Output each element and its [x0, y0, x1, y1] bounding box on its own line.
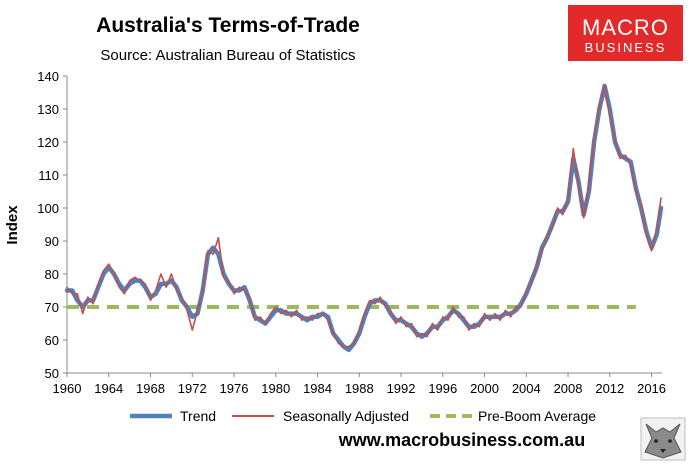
x-tick-label: 1976: [220, 381, 249, 396]
legend-item-seasonally-adjusted: Seasonally Adjusted: [232, 408, 409, 424]
x-tick-label: 2004: [512, 381, 541, 396]
x-tick-label: 1964: [94, 381, 123, 396]
wolf-head-icon: [640, 417, 686, 461]
y-tick-label: 90: [45, 234, 59, 249]
legend-label: Seasonally Adjusted: [283, 408, 409, 424]
legend-item-trend: Trend: [130, 408, 216, 424]
legend-label: Pre-Boom Average: [478, 408, 596, 424]
series-group: [64, 83, 664, 353]
y-tick-label: 70: [45, 300, 59, 315]
y-tick-label: 50: [45, 366, 59, 381]
x-tick-label: 1960: [53, 381, 82, 396]
y-tick-label: 130: [37, 102, 59, 117]
x-axis-ticks: 1960 1964 1968 1972 1976 1980 1984 1988 1992 1996…: [53, 373, 666, 396]
y-axis-ticks: 50 60 70 80 90 100 110 120 130 140: [37, 69, 67, 381]
y-tick-label: 80: [45, 267, 59, 282]
macrobusiness-logo[interactable]: MACRO BUSINESS: [568, 5, 683, 61]
legend: Trend Seasonally Adjusted Pre-Boom Average: [130, 408, 596, 424]
x-tick-label: 1980: [261, 381, 290, 396]
x-tick-label: 1992: [387, 381, 416, 396]
x-tick-label: 2016: [637, 381, 666, 396]
series-line-seasonally-adjusted: [66, 85, 662, 348]
logo-line2: BUSINESS: [585, 40, 667, 55]
y-tick-label: 140: [37, 69, 59, 84]
y-tick-label: 120: [37, 135, 59, 150]
chart-title: Australia's Terms-of-Trade: [96, 14, 360, 37]
x-tick-label: 2000: [470, 381, 499, 396]
x-tick-label: 2012: [595, 381, 624, 396]
x-tick-label: 2008: [554, 381, 583, 396]
x-tick-label: 1968: [136, 381, 165, 396]
x-tick-label: 1972: [178, 381, 207, 396]
y-tick-label: 60: [45, 333, 59, 348]
legend-item-pre-boom-average: Pre-Boom Average: [430, 408, 596, 424]
y-tick-label: 110: [38, 168, 59, 183]
logo-line1: MACRO: [582, 15, 669, 40]
legend-label: Trend: [180, 408, 216, 424]
logo-background: [568, 5, 683, 61]
x-tick-label: 1984: [303, 381, 332, 396]
y-tick-label: 100: [37, 201, 59, 216]
x-tick-label: 1988: [345, 381, 374, 396]
chart-subtitle: Source: Australian Bureau of Statistics: [100, 47, 355, 64]
series-line-trend: [64, 83, 664, 353]
y-axis-label: Index: [4, 205, 21, 245]
x-tick-label: 1996: [428, 381, 457, 396]
website-url[interactable]: www.macrobusiness.com.au: [338, 430, 585, 450]
